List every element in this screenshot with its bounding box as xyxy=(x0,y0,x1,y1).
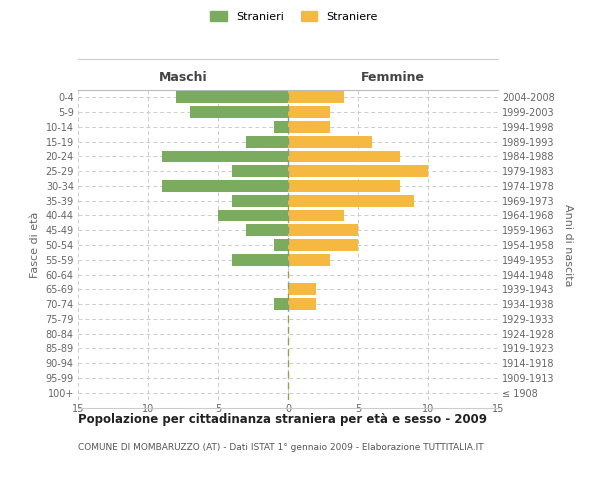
Bar xyxy=(162,180,288,192)
Bar xyxy=(288,210,344,222)
Bar xyxy=(190,106,288,118)
Bar xyxy=(232,166,288,177)
Text: Maschi: Maschi xyxy=(158,71,208,84)
Bar xyxy=(288,166,428,177)
Y-axis label: Anni di nascita: Anni di nascita xyxy=(563,204,573,286)
Text: Popolazione per cittadinanza straniera per età e sesso - 2009: Popolazione per cittadinanza straniera p… xyxy=(78,412,487,426)
Bar xyxy=(162,150,288,162)
Bar xyxy=(288,298,316,310)
Bar xyxy=(232,195,288,206)
Bar xyxy=(288,92,344,104)
Bar xyxy=(288,224,358,236)
Bar xyxy=(246,136,288,147)
Bar xyxy=(176,92,288,104)
Text: COMUNE DI MOMBARUZZO (AT) - Dati ISTAT 1° gennaio 2009 - Elaborazione TUTTITALIA: COMUNE DI MOMBARUZZO (AT) - Dati ISTAT 1… xyxy=(78,442,484,452)
Legend: Stranieri, Straniere: Stranieri, Straniere xyxy=(207,8,381,25)
Y-axis label: Fasce di età: Fasce di età xyxy=(30,212,40,278)
Bar xyxy=(288,254,330,266)
Bar xyxy=(288,106,330,118)
Bar xyxy=(274,239,288,251)
Bar xyxy=(218,210,288,222)
Bar xyxy=(288,284,316,295)
Bar xyxy=(288,239,358,251)
Bar xyxy=(288,195,414,206)
Bar xyxy=(288,150,400,162)
Bar xyxy=(232,254,288,266)
Text: Femmine: Femmine xyxy=(361,71,425,84)
Bar xyxy=(288,136,372,147)
Bar xyxy=(246,224,288,236)
Bar xyxy=(274,298,288,310)
Bar xyxy=(274,121,288,133)
Bar xyxy=(288,180,400,192)
Bar xyxy=(288,121,330,133)
